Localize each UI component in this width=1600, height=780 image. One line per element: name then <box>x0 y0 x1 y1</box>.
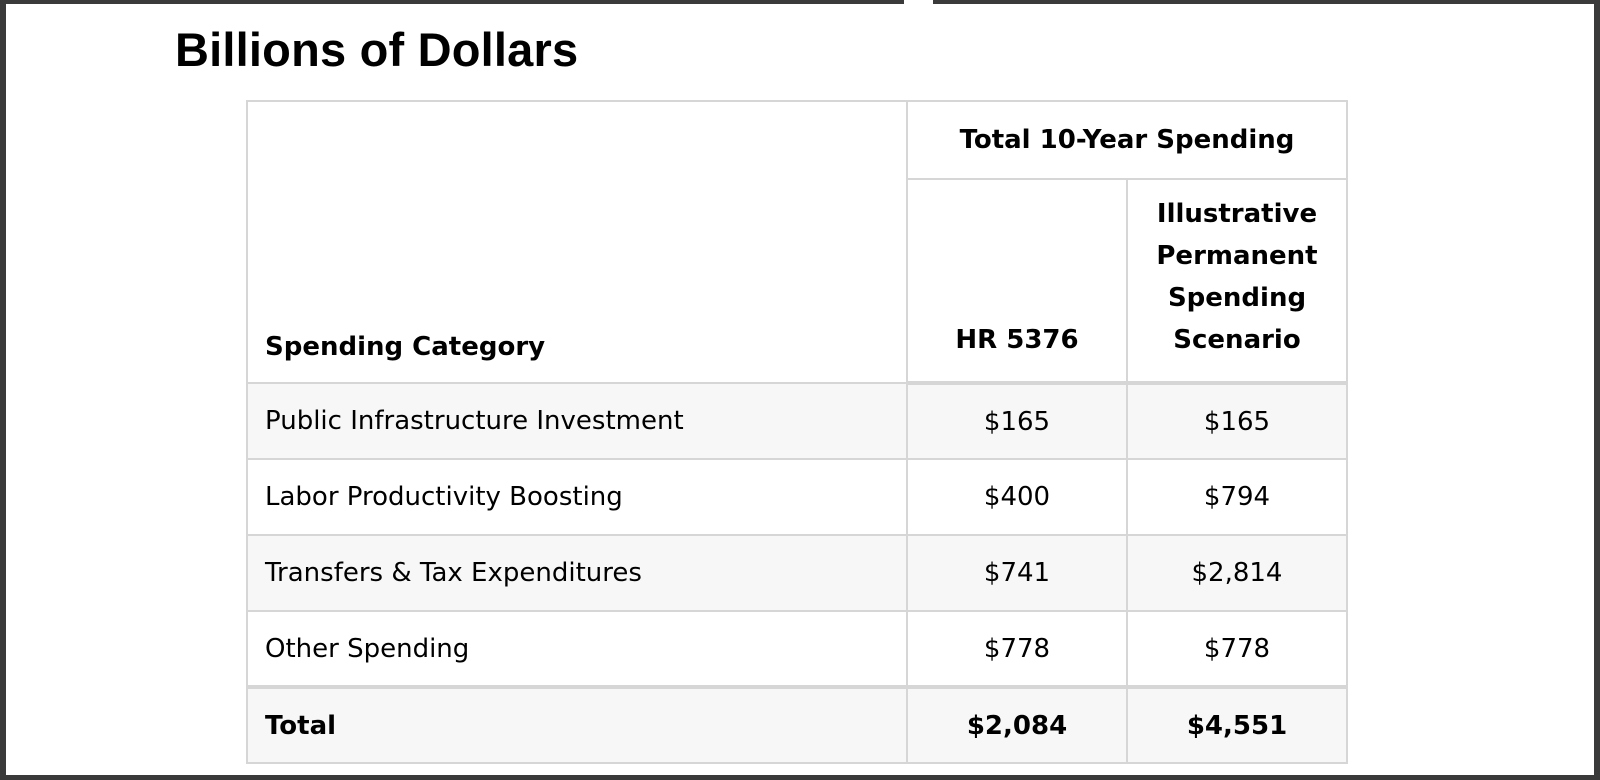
table-row: Transfers & Tax Expenditures $741 $2,814 <box>246 534 1348 612</box>
spending-table: Spending Category Total 10-Year Spending… <box>246 100 1348 764</box>
table-row: Labor Productivity Boosting $400 $794 <box>246 458 1348 536</box>
header-total-10-year-spending: Total 10-Year Spending <box>906 100 1348 180</box>
total-label: Total <box>246 685 908 764</box>
row-hr-value: $778 <box>906 610 1128 688</box>
row-hr-value: $165 <box>906 382 1128 460</box>
row-hr-value: $400 <box>906 458 1128 536</box>
row-perm-value: $165 <box>1126 382 1348 460</box>
total-row: Total $2,084 $4,551 <box>246 685 1348 764</box>
table-row: Public Infrastructure Investment $165 $1… <box>246 382 1348 460</box>
row-perm-value: $794 <box>1126 458 1348 536</box>
table-row: Other Spending $778 $778 <box>246 610 1348 688</box>
row-category: Public Infrastructure Investment <box>246 382 908 460</box>
header-spending-category: Spending Category <box>246 100 908 384</box>
header-permanent-scenario: Illustrative Permanent Spending Scenario <box>1126 178 1348 385</box>
page-title: Billions of Dollars <box>175 23 579 76</box>
total-hr-value: $2,084 <box>906 685 1128 764</box>
top-border-left <box>0 0 904 4</box>
top-border-right <box>933 0 1600 4</box>
row-hr-value: $741 <box>906 534 1128 612</box>
total-perm-value: $4,551 <box>1126 685 1348 764</box>
row-category: Transfers & Tax Expenditures <box>246 534 908 612</box>
row-category: Other Spending <box>246 610 908 688</box>
header-hr-5376: HR 5376 <box>906 178 1128 385</box>
row-perm-value: $778 <box>1126 610 1348 688</box>
row-category: Labor Productivity Boosting <box>246 458 908 536</box>
row-perm-value: $2,814 <box>1126 534 1348 612</box>
